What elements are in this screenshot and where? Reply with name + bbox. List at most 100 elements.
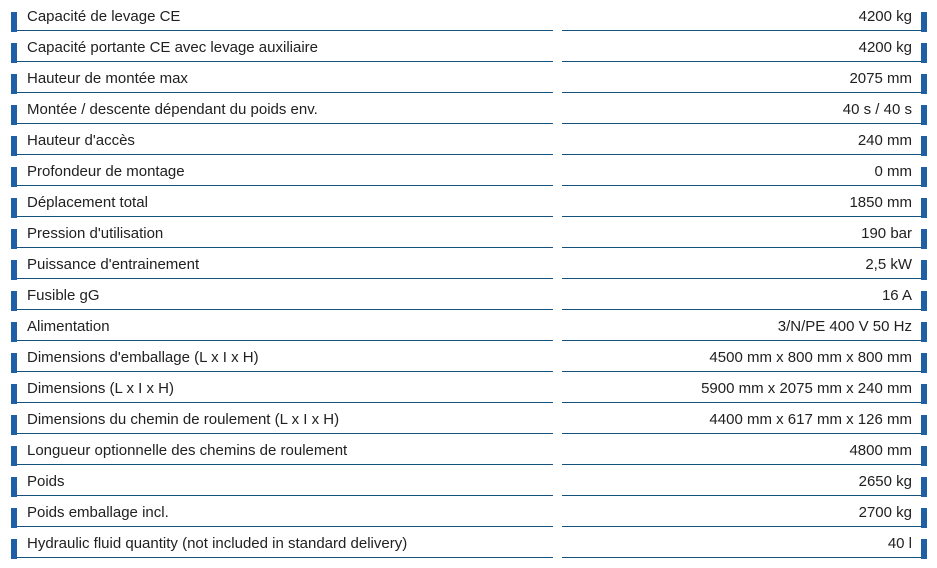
spec-label: Hauteur de montée max (27, 70, 188, 87)
row-accent-bar-left (11, 104, 17, 125)
spec-label: Montée / descente dépendant du poids env… (27, 101, 318, 118)
row-accent-bar-left (11, 166, 17, 187)
row-accent-bar-right (921, 290, 927, 311)
spec-label-cell: Dimensions du chemin de roulement (L x I… (11, 403, 553, 435)
spec-label: Pression d'utilisation (27, 225, 164, 242)
row-accent-bar-right (921, 166, 927, 187)
spec-value-cell: 0 mm (562, 155, 927, 187)
spec-label-cell: Hauteur de montée max (11, 62, 553, 94)
row-accent-bar-right (921, 445, 927, 466)
row-accent-bar-right (921, 104, 927, 125)
spec-value-cell: 16 A (562, 279, 927, 311)
spec-label-cell: Poids (11, 465, 553, 497)
spec-value: 4500 mm x 800 mm x 800 mm (709, 349, 912, 366)
spec-label: Déplacement total (27, 194, 148, 211)
spec-label: Fusible gG (27, 287, 100, 304)
row-accent-bar-left (11, 321, 17, 342)
spec-value: 4200 kg (858, 8, 912, 25)
spec-row: Hydraulic fluid quantity (not included i… (11, 527, 927, 559)
spec-label: Hydraulic fluid quantity (not included i… (27, 535, 408, 552)
row-accent-bar-left (11, 352, 17, 373)
spec-value-cell: 4200 kg (562, 31, 927, 63)
spec-label-cell: Dimensions d'emballage (L x I x H) (11, 341, 553, 373)
spec-label: Longueur optionnelle des chemins de roul… (27, 442, 348, 459)
spec-row: Dimensions du chemin de roulement (L x I… (11, 403, 927, 435)
row-accent-bar-left (11, 538, 17, 559)
spec-label: Dimensions du chemin de roulement (L x I… (27, 411, 340, 428)
row-accent-bar-right (921, 507, 927, 528)
spec-value-cell: 4500 mm x 800 mm x 800 mm (562, 341, 927, 373)
spec-label: Poids (27, 473, 65, 490)
spec-value: 190 bar (861, 225, 912, 242)
spec-row: Hauteur de montée max 2075 mm (11, 62, 927, 94)
spec-row: Poids 2650 kg (11, 465, 927, 497)
row-accent-bar-right (921, 42, 927, 63)
row-accent-bar-left (11, 383, 17, 404)
row-accent-bar-right (921, 383, 927, 404)
spec-value: 4200 kg (858, 39, 912, 56)
spec-label-cell: Hauteur d'accès (11, 124, 553, 156)
spec-label-cell: Déplacement total (11, 186, 553, 218)
spec-row: Hauteur d'accès 240 mm (11, 124, 927, 156)
spec-value: 2650 kg (858, 473, 912, 490)
spec-value: 2700 kg (858, 504, 912, 521)
spec-label: Hauteur d'accès (27, 132, 135, 149)
spec-value: 2075 mm (849, 70, 912, 87)
spec-value-cell: 2075 mm (562, 62, 927, 94)
spec-value-cell: 40 s / 40 s (562, 93, 927, 125)
spec-label: Puissance d'entrainement (27, 256, 200, 273)
spec-label-cell: Pression d'utilisation (11, 217, 553, 249)
row-accent-bar-left (11, 290, 17, 311)
spec-value: 1850 mm (849, 194, 912, 211)
spec-value: 40 s / 40 s (842, 101, 912, 118)
spec-value-cell: 240 mm (562, 124, 927, 156)
spec-value-cell: 5900 mm x 2075 mm x 240 mm (562, 372, 927, 404)
spec-label-cell: Hydraulic fluid quantity (not included i… (11, 527, 553, 559)
spec-value-cell: 4800 mm (562, 434, 927, 466)
row-accent-bar-left (11, 197, 17, 218)
spec-label-cell: Capacité portante CE avec levage auxilia… (11, 31, 553, 63)
spec-value-cell: 2,5 kW (562, 248, 927, 280)
spec-value-cell: 1850 mm (562, 186, 927, 218)
row-accent-bar-right (921, 11, 927, 32)
spec-label: Profondeur de montage (27, 163, 185, 180)
row-accent-bar-right (921, 228, 927, 249)
row-accent-bar-right (921, 476, 927, 497)
spec-value-cell: 4400 mm x 617 mm x 126 mm (562, 403, 927, 435)
spec-value: 240 mm (857, 132, 912, 149)
spec-value-cell: 2650 kg (562, 465, 927, 497)
spec-label: Dimensions d'emballage (L x I x H) (27, 349, 259, 366)
spec-row: Fusible gG 16 A (11, 279, 927, 311)
row-accent-bar-right (921, 73, 927, 94)
row-accent-bar-right (921, 321, 927, 342)
spec-label: Alimentation (27, 318, 110, 335)
spec-row: Pression d'utilisation 190 bar (11, 217, 927, 249)
spec-value: 40 l (887, 535, 912, 552)
row-accent-bar-right (921, 352, 927, 373)
spec-value: 16 A (881, 287, 912, 304)
spec-label-cell: Puissance d'entrainement (11, 248, 553, 280)
row-accent-bar-right (921, 135, 927, 156)
row-accent-bar-left (11, 228, 17, 249)
spec-label-cell: Dimensions (L x I x H) (11, 372, 553, 404)
spec-row: Dimensions (L x I x H) 5900 mm x 2075 mm… (11, 372, 927, 404)
spec-label: Poids emballage incl. (27, 504, 169, 521)
row-accent-bar-left (11, 42, 17, 63)
row-accent-bar-right (921, 414, 927, 435)
spec-row: Puissance d'entrainement 2,5 kW (11, 248, 927, 280)
row-accent-bar-right (921, 259, 927, 280)
spec-label: Capacité de levage CE (27, 8, 181, 25)
row-accent-bar-left (11, 414, 17, 435)
spec-row: Déplacement total 1850 mm (11, 186, 927, 218)
row-accent-bar-left (11, 507, 17, 528)
spec-row: Longueur optionnelle des chemins de roul… (11, 434, 927, 466)
spec-value: 4800 mm (849, 442, 912, 459)
row-accent-bar-right (921, 538, 927, 559)
spec-value-cell: 190 bar (562, 217, 927, 249)
row-accent-bar-left (11, 445, 17, 466)
spec-row: Dimensions d'emballage (L x I x H) 4500 … (11, 341, 927, 373)
spec-label-cell: Longueur optionnelle des chemins de roul… (11, 434, 553, 466)
spec-label-cell: Montée / descente dépendant du poids env… (11, 93, 553, 125)
spec-value: 0 mm (874, 163, 913, 180)
